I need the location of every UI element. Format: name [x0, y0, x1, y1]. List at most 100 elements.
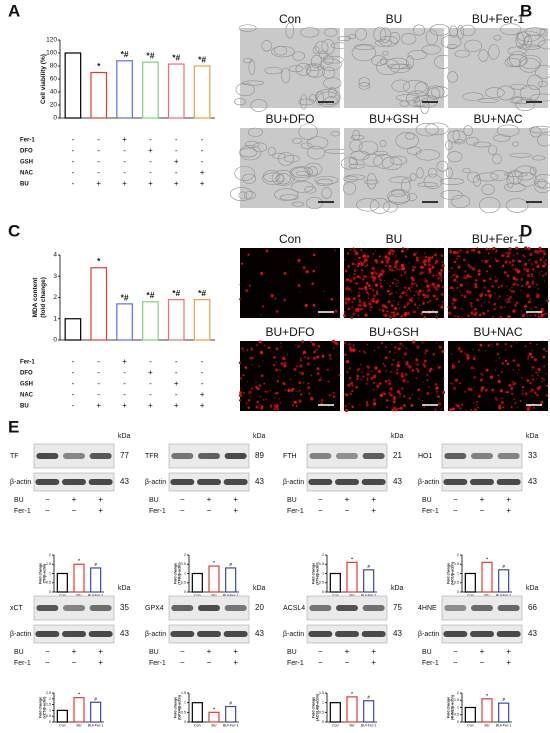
texture: [377, 346, 380, 349]
texture: [384, 255, 388, 259]
texture: [492, 153, 502, 165]
band: [170, 479, 195, 485]
kda-header: kDa: [118, 585, 131, 592]
y-tick-label: 1: [457, 571, 459, 575]
condition-label: BU: [287, 497, 297, 504]
texture: [332, 347, 335, 350]
texture: [304, 303, 308, 308]
texture: [406, 302, 410, 305]
texture: [372, 402, 377, 406]
texture: [316, 372, 320, 375]
texture: [474, 408, 477, 412]
texture: [283, 271, 287, 275]
y-tick-label: 100: [46, 50, 57, 57]
texture: [399, 289, 401, 291]
texture: [446, 167, 453, 179]
texture: [349, 248, 352, 251]
significance-label: *: [213, 560, 215, 565]
y-axis-label: Fold change: [311, 563, 315, 584]
texture: [324, 55, 344, 64]
texture: [529, 307, 532, 310]
texture: [344, 269, 348, 273]
texture: [297, 345, 301, 348]
texture: [391, 250, 393, 253]
texture: [423, 359, 427, 363]
texture: [454, 378, 459, 382]
texture: [343, 311, 346, 313]
texture: [374, 259, 377, 262]
texture: [465, 250, 469, 254]
texture: [248, 59, 256, 75]
texture: [450, 276, 453, 279]
kda-header: kDa: [253, 433, 266, 440]
texture: [276, 380, 280, 383]
texture: [397, 301, 400, 303]
texture: [465, 136, 480, 146]
texture: [459, 290, 461, 292]
texture: [344, 341, 347, 345]
texture: [305, 270, 309, 274]
texture: [495, 342, 499, 346]
texture: [483, 255, 485, 257]
treatment-sign: +: [96, 179, 101, 188]
texture: [441, 293, 444, 296]
texture: [468, 291, 472, 294]
texture: [545, 299, 549, 303]
texture: [398, 307, 401, 310]
texture: [364, 265, 367, 268]
texture: [426, 291, 428, 293]
treatment-sign: -: [72, 157, 75, 166]
texture: [458, 250, 460, 252]
texture: [460, 24, 476, 37]
texture: [362, 154, 383, 167]
band: [471, 605, 493, 611]
texture: [464, 352, 466, 354]
texture: [238, 399, 242, 402]
texture: [344, 393, 346, 395]
texture: [462, 92, 484, 101]
texture: [356, 270, 358, 272]
texture: [477, 349, 480, 352]
texture: [432, 353, 435, 356]
x-tick-label: BU+Fer-1: [88, 594, 104, 598]
texture: [406, 340, 408, 342]
texture: [397, 282, 400, 284]
condition-label: BU: [149, 497, 159, 504]
band: [309, 605, 332, 611]
texture: [401, 372, 404, 375]
texture: [359, 304, 362, 307]
y-tick-label: 1: [49, 708, 51, 712]
texture: [362, 301, 366, 305]
texture: [441, 261, 444, 263]
texture: [386, 261, 389, 264]
image-label: BU+Fer-1: [472, 232, 525, 246]
texture: [239, 391, 242, 395]
texture: [368, 294, 370, 296]
texture: [362, 254, 367, 258]
condition-sign: +: [371, 647, 376, 656]
texture: [518, 368, 520, 371]
texture: [514, 303, 517, 307]
texture: [479, 378, 483, 382]
texture: [298, 389, 301, 392]
texture: [526, 294, 530, 298]
texture: [458, 346, 460, 348]
texture: [531, 378, 535, 381]
texture: [345, 174, 366, 181]
texture: [295, 170, 311, 176]
texture: [537, 80, 548, 87]
texture: [266, 390, 269, 393]
bar: [56, 572, 68, 593]
texture: [454, 315, 456, 317]
texture: [540, 315, 544, 318]
texture: [395, 132, 419, 149]
texture: [515, 99, 535, 111]
texture: [355, 282, 358, 285]
texture: [510, 387, 514, 390]
texture: [413, 282, 416, 285]
texture: [298, 371, 301, 374]
texture: [461, 294, 464, 297]
texture: [453, 139, 465, 145]
texture: [432, 274, 435, 277]
texture: [435, 274, 438, 277]
